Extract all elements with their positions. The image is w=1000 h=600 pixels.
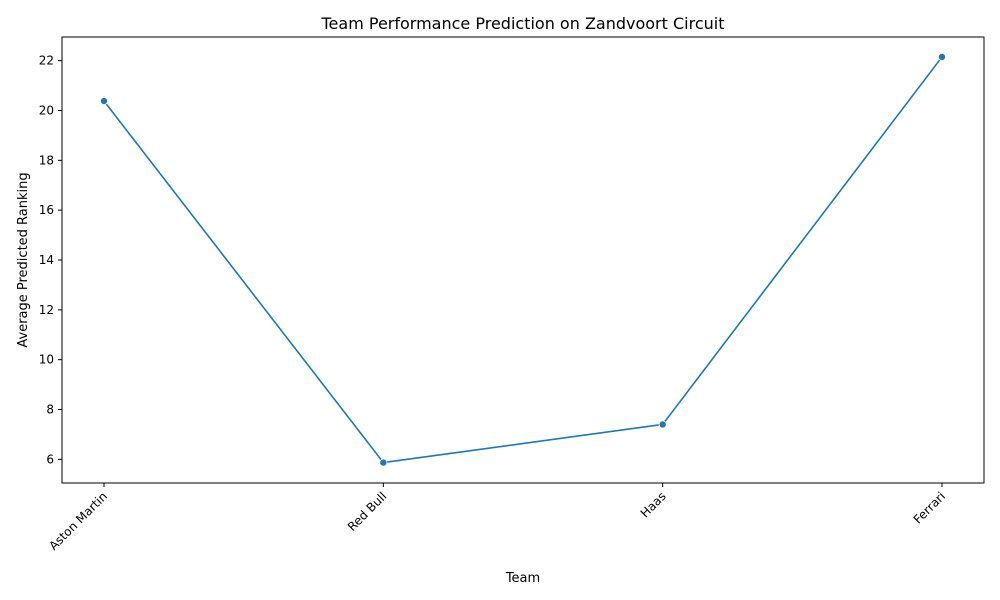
x-tick-label: Haas [638,489,669,520]
x-tick-label: Red Bull [345,489,390,534]
x-tick-label: Aston Martin [46,489,110,553]
y-tick-label: 6 [46,452,54,466]
series-line [103,56,943,464]
x-axis: Aston Martin Red Bull Haas Ferrari [46,483,948,553]
chart-title: Team Performance Prediction on Zandvoort… [321,14,725,33]
data-point [658,420,667,429]
y-tick-label: 18 [39,153,54,167]
y-tick-label: 8 [46,402,54,416]
y-tick-label: 20 [39,104,54,118]
x-axis-label: Team [505,571,540,586]
x-tick-label: Ferrari [911,489,948,526]
y-tick-label: 22 [39,54,54,68]
y-tick-label: 14 [39,253,54,267]
series-layer [100,52,947,467]
data-point [938,52,947,61]
y-tick-label: 10 [39,353,54,367]
data-point [379,458,388,467]
data-point [100,97,109,106]
y-tick-label: 16 [39,203,54,217]
y-tick-label: 12 [39,303,54,317]
y-axis-label: Average Predicted Ranking [16,172,31,347]
plot-frame [61,36,985,484]
y-axis: 6 8 10 12 14 16 18 20 22 [39,54,62,466]
plot-area [61,36,985,484]
